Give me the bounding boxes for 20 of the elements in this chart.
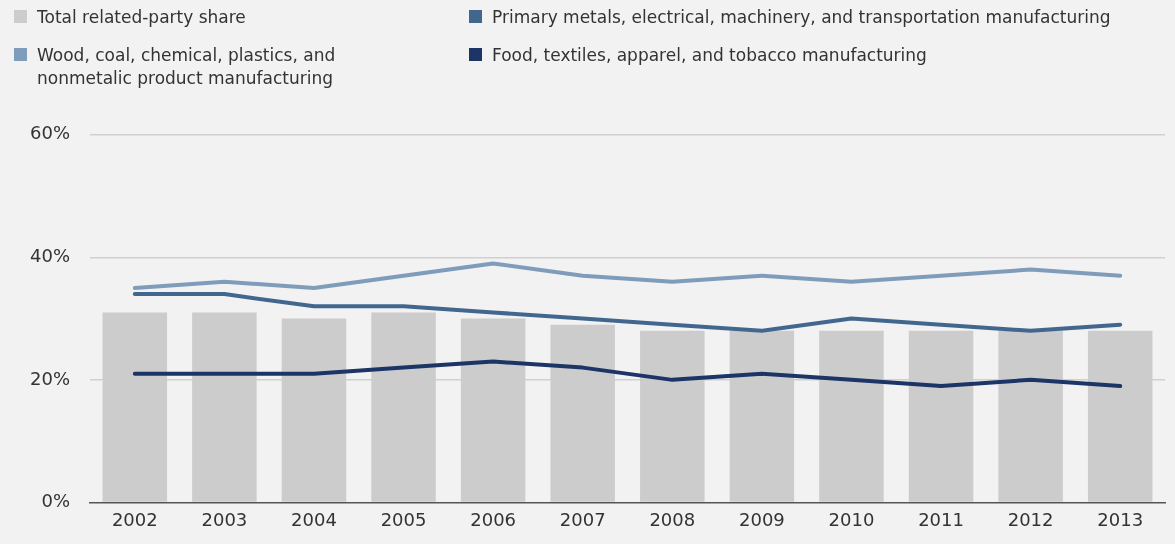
y-tick-label: 40% [29,245,71,267]
x-tick-label: 2004 [291,508,337,530]
x-tick-label: 2003 [201,508,248,530]
x-tick-label: 2007 [559,508,606,530]
x-tick-label: 2012 [1007,508,1054,530]
legend-label: Primary metals, electrical, machinery, and transportation manufacturing [492,6,1111,29]
legend-label: Wood, coal, chemical, plastics, and nonmetalic product manufacturing [37,43,337,90]
x-tick-label: 2002 [111,508,158,530]
x-tick-label: 2011 [918,508,964,530]
x-tick-label: 2009 [738,508,785,530]
y-tick-label: 0% [41,490,71,512]
legend-label: Total related-party share [37,6,246,29]
y-tick-label: 60% [29,122,71,144]
x-tick-label: 2013 [1097,508,1144,530]
x-tick-label: 2006 [470,508,517,530]
legend-label: Food, textiles, apparel, and tobacco manufacturing [492,43,927,67]
x-tick-label: 2005 [380,508,427,530]
x-tick-label: 2008 [649,508,696,530]
y-tick-label: 20% [29,367,71,389]
x-tick-label: 2010 [828,508,875,530]
